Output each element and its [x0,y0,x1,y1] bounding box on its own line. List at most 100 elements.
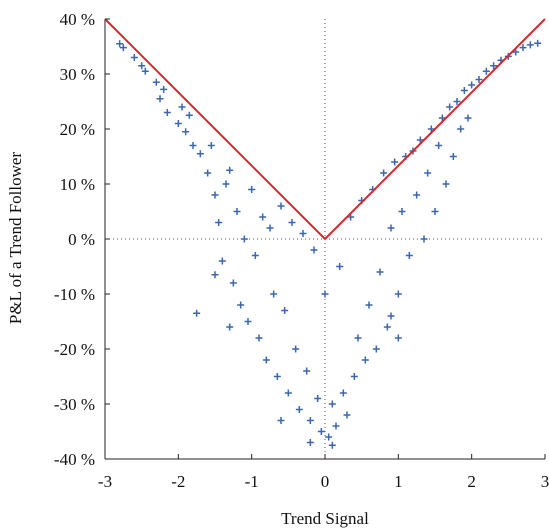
data-point [457,125,465,133]
data-point [156,95,164,103]
data-point [431,208,439,215]
x-tick-label: 1 [394,472,403,491]
y-tick-label: 40 % [60,10,95,29]
data-point [442,180,450,188]
data-point [288,219,296,226]
data-point [182,128,190,136]
data-point [303,367,311,375]
data-point [215,219,223,226]
data-point [354,334,362,342]
data-point [270,290,278,298]
data-point [468,81,476,89]
data-point [394,290,402,298]
data-point [218,257,226,265]
data-point [174,120,182,127]
data-point [464,114,472,122]
data-point [306,417,314,424]
data-point [328,400,336,408]
data-point [130,54,138,61]
data-point [255,334,263,342]
data-point [141,67,149,75]
data-point [328,441,336,449]
envelope-polyline [104,18,546,241]
data-point [295,406,303,413]
data-point [394,334,402,342]
data-point [292,345,300,353]
data-point [163,109,171,116]
data-point [277,417,285,424]
data-point [460,87,468,94]
data-point [178,103,186,111]
plot-area: -3 -2 -1 0 1 2 3 40 % 30 % 20 % 10 % 0 % -10 % -20 %… [54,10,549,491]
data-point [211,191,219,199]
data-point [152,78,160,86]
data-point [361,356,369,364]
data-point [138,62,146,70]
x-tick-label: 0 [321,472,330,491]
y-tick-label: -30 % [54,395,95,414]
data-point [420,235,428,243]
x-axis-ticks: -3 -2 -1 0 1 2 3 [98,454,549,491]
data-point [259,213,267,221]
data-point [204,169,212,177]
data-point [365,301,373,309]
data-point [391,158,399,166]
y-tick-label: 10 % [60,175,95,194]
data-point [519,44,527,52]
data-point [317,428,325,435]
data-point [383,323,391,331]
data-point [343,411,351,419]
data-point [222,180,230,188]
data-point [240,235,248,243]
data-point [116,40,124,48]
y-tick-label: -20 % [54,340,95,359]
data-point [398,208,406,215]
data-point [490,62,498,70]
data-point [350,373,358,380]
data-point [336,263,344,270]
y-tick-label: -10 % [54,285,95,304]
data-point [446,103,454,111]
data-point [244,318,252,325]
data-point [435,142,443,149]
y-tick-label: -40 % [54,450,95,469]
x-tick-label: 2 [467,472,476,491]
x-tick-label: -3 [98,472,112,491]
data-point [387,224,395,232]
data-point [453,98,461,105]
data-point [475,76,483,83]
data-point [339,389,347,397]
data-point [281,307,289,314]
data-point [534,39,542,47]
data-point [314,395,322,402]
data-point [325,433,333,441]
data-point [284,389,292,397]
data-point [248,186,256,193]
data-point [332,422,340,430]
data-point [119,44,127,52]
data-point [251,252,259,259]
data-point [211,271,219,279]
data-point [229,279,237,287]
y-tick-label: 20 % [60,120,95,139]
data-point [226,166,234,174]
data-point [449,153,457,160]
data-point [321,290,329,298]
y-tick-label: 30 % [60,65,95,84]
data-point [387,312,395,320]
data-point [482,67,490,75]
data-point [277,202,285,210]
y-axis-title: P&L of a Trend Follower [6,152,25,325]
x-tick-label: 3 [541,472,549,491]
scatter-points [116,39,542,449]
data-point [372,345,380,353]
data-point [299,230,307,237]
data-point [266,224,274,232]
data-point [233,208,241,215]
y-tick-label: 0 % [68,230,95,249]
data-point [380,169,388,177]
data-point [196,150,204,158]
x-tick-label: -2 [171,472,185,491]
y-axis-ticks: 40 % 30 % 20 % 10 % 0 % -10 % -20 % -30 % -40 % [54,10,110,469]
